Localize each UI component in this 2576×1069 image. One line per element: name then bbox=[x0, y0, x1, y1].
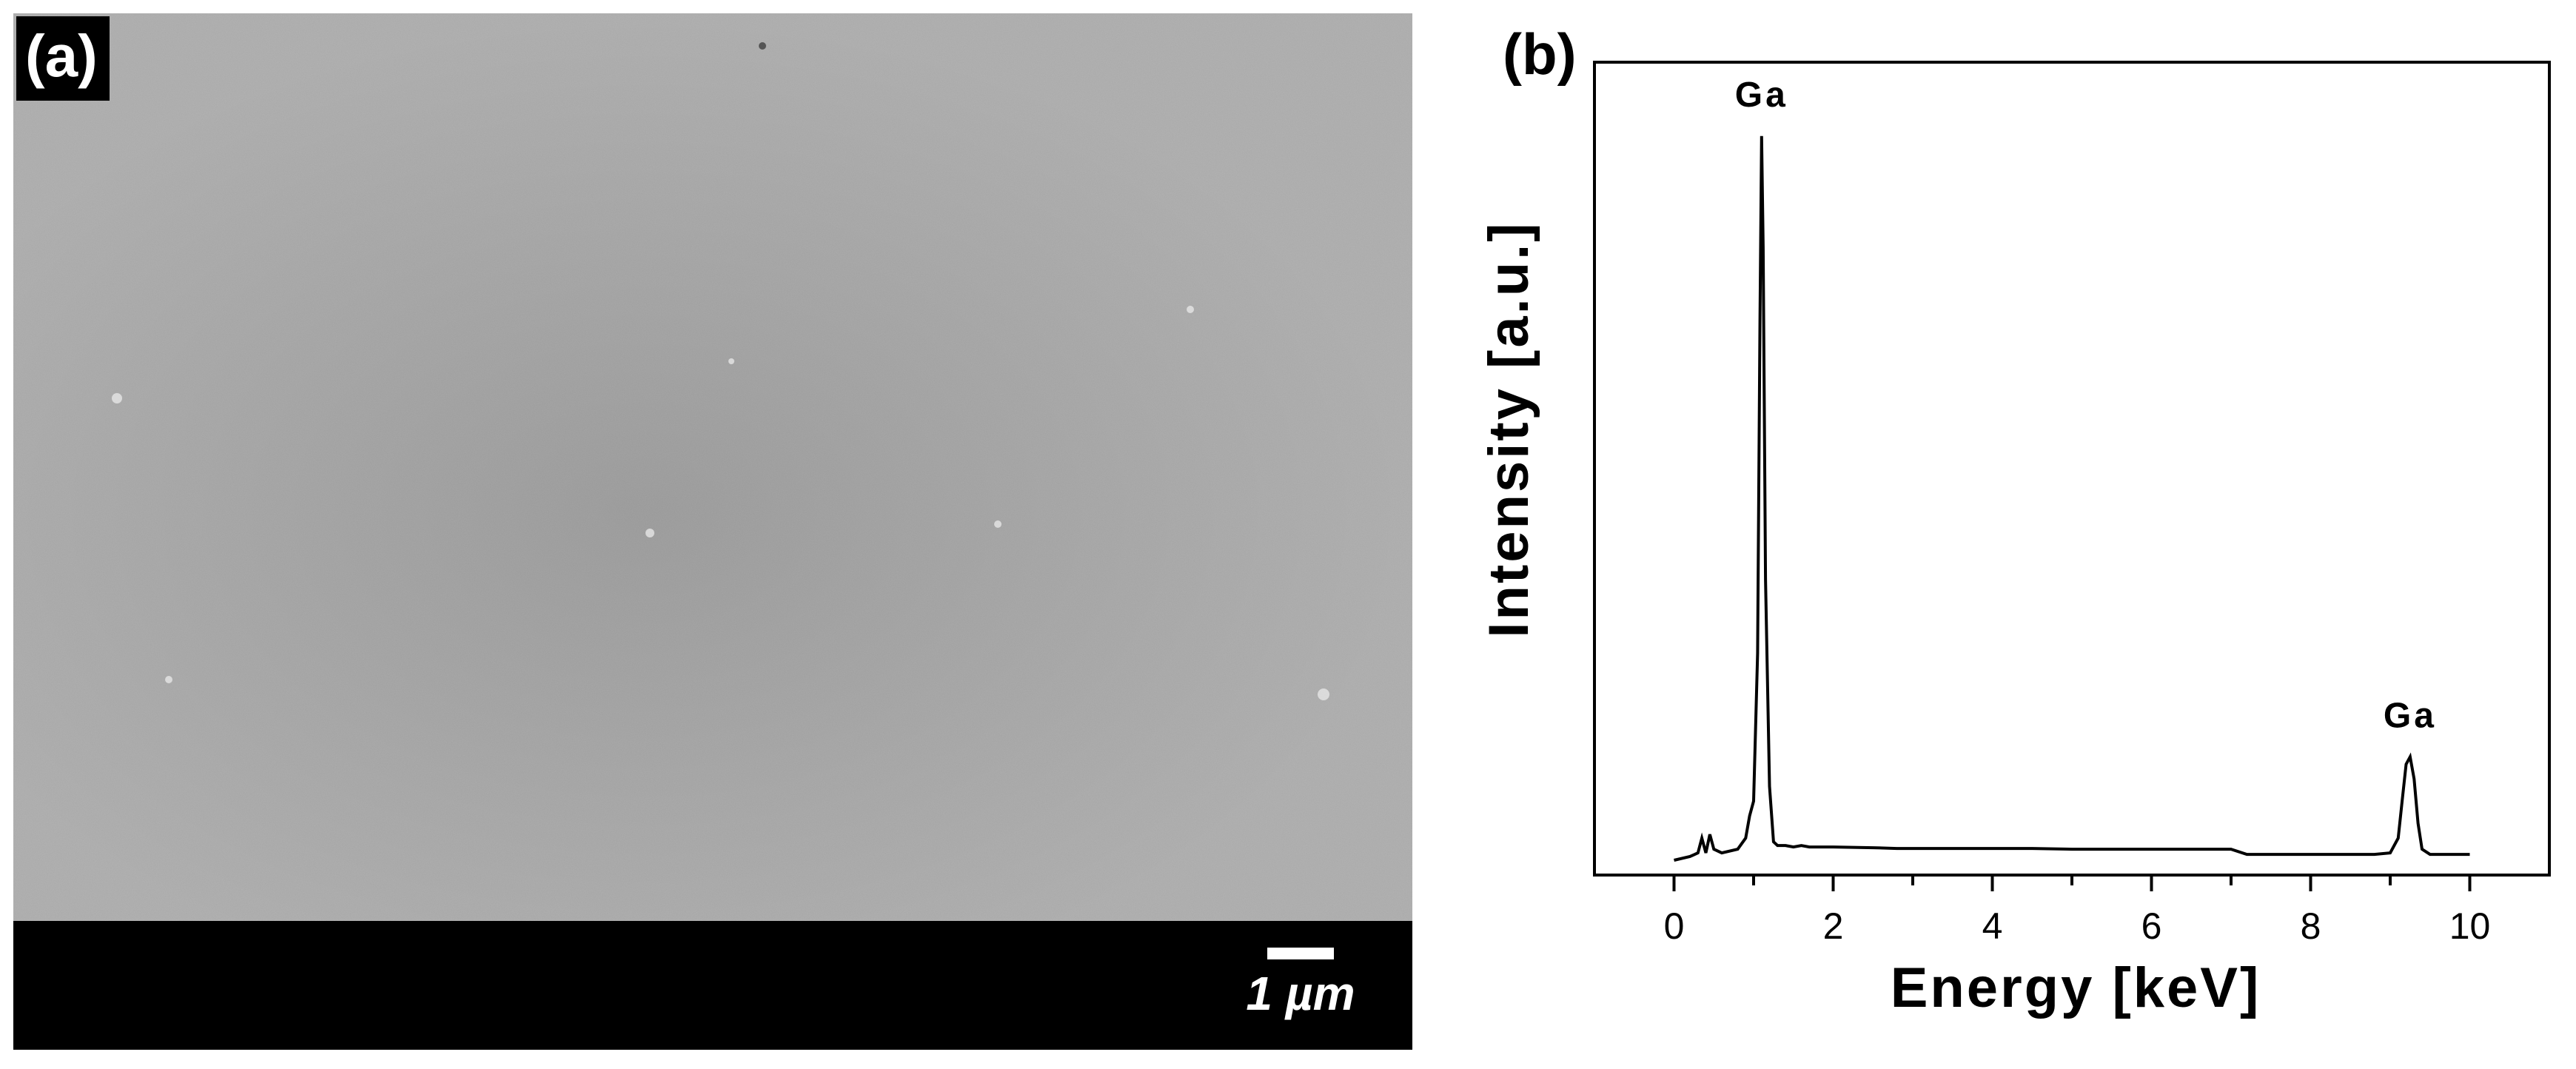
scale-bar bbox=[1267, 948, 1334, 959]
peak-annotation: Ga bbox=[1735, 76, 1788, 115]
x-tick-label: 10 bbox=[2449, 905, 2491, 947]
x-tick-label: 6 bbox=[2141, 905, 2162, 947]
series-line bbox=[1674, 135, 2470, 862]
y-axis-label: Intensity [a.u.] bbox=[1477, 221, 1540, 637]
panel-b-label: (b) bbox=[1503, 21, 1577, 87]
x-tick-label: 4 bbox=[1982, 905, 2003, 947]
sem-info-bar bbox=[13, 921, 1412, 1050]
x-axis-label: Energy [keV] bbox=[1891, 956, 2261, 1019]
sem-micrograph bbox=[13, 13, 1412, 921]
x-tick-label: 0 bbox=[1664, 905, 1685, 947]
plot-frame bbox=[1593, 61, 2551, 877]
x-tick-label: 2 bbox=[1823, 905, 1844, 947]
x-tick-label: 8 bbox=[2301, 905, 2321, 947]
scale-bar-label: 1 µm bbox=[1246, 967, 1355, 1020]
sem-panel: (a) 1 µm bbox=[13, 13, 1412, 1050]
panel-a-label: (a) bbox=[16, 16, 110, 101]
peak-annotation: Ga bbox=[2384, 696, 2437, 735]
